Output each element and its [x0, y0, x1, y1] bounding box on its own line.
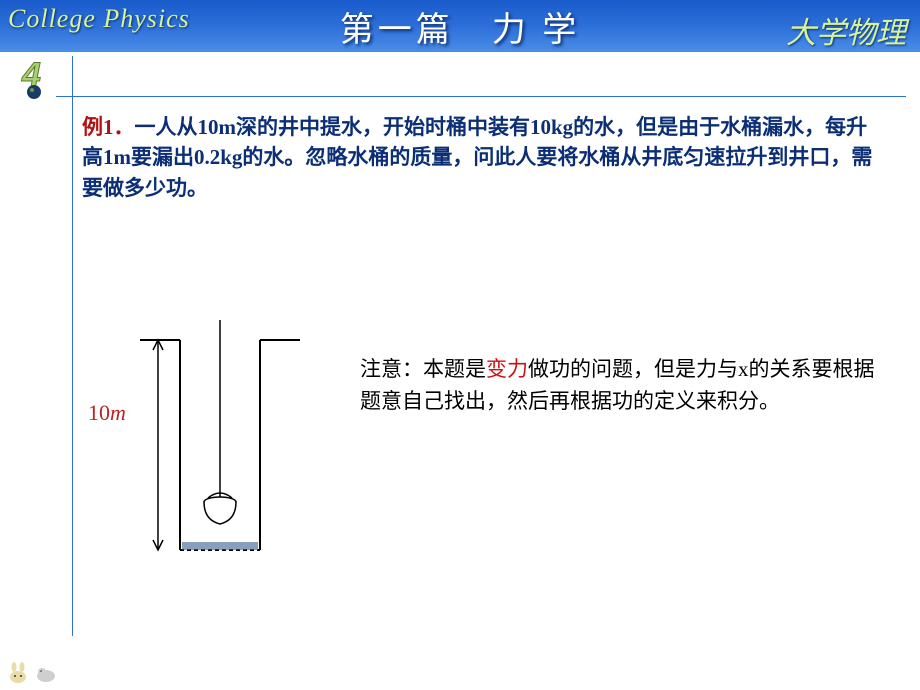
- problem-statement: 例1．一人从10m深的井中提水，开始时桶中装有10kg的水，但是由于水桶漏水，每…: [82, 112, 882, 203]
- note-prefix: 注意：本题是: [360, 357, 486, 381]
- problem-label: 例1．: [82, 115, 135, 139]
- header-left-text: College Physics: [8, 4, 190, 34]
- title-bar: College Physics 第一篇 力 学 大学物理: [0, 0, 920, 52]
- vertical-rule: [72, 56, 73, 636]
- note-highlight: 变力: [486, 357, 528, 381]
- solution-hint: 注意：本题是变力做功的问题，但是力与x的关系要根据题意自己找出，然后再根据功的定…: [360, 354, 880, 417]
- footer-decor: [6, 660, 58, 684]
- problem-body: 一人从10m深的井中提水，开始时桶中装有10kg的水，但是由于水桶漏水，每升高1…: [82, 115, 872, 200]
- header-right-text: 大学物理: [786, 8, 906, 52]
- well-diagram: [100, 320, 300, 580]
- seal-icon: [34, 660, 58, 684]
- bunny-icon: [6, 660, 30, 684]
- header-center-title: 第一篇 力 学: [340, 2, 581, 51]
- slide-number-icon: 4: [12, 56, 56, 100]
- horizontal-rule: [56, 96, 906, 97]
